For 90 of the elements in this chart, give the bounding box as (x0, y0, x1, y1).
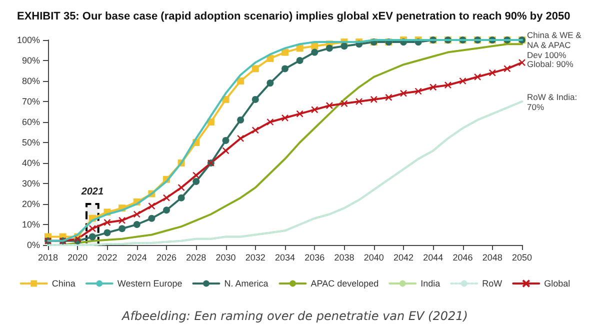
point (88, 233, 96, 240)
point (148, 202, 156, 210)
legend-label: China (52, 278, 76, 288)
point (400, 90, 408, 97)
point (340, 100, 348, 108)
x-tick-label: 2020 (68, 252, 88, 262)
point (163, 206, 170, 214)
legend-label: Western Europe (117, 278, 182, 288)
x-tick-label: 2034 (274, 252, 296, 262)
y-tick-label: 100% (16, 35, 40, 45)
x-tick-label: 2048 (482, 252, 502, 262)
band-label: 2021 (80, 186, 104, 198)
point (252, 96, 259, 103)
x-tick-label: 2024 (126, 252, 147, 262)
point (444, 82, 452, 89)
point (340, 42, 348, 50)
point (370, 96, 378, 104)
point (178, 194, 185, 202)
point (192, 172, 200, 179)
y-tick-label: 20% (22, 199, 40, 209)
legend-label: APAC developed (310, 278, 379, 288)
point (474, 73, 482, 80)
point (430, 84, 437, 91)
point (488, 69, 496, 76)
x-tick-label: 2026 (156, 252, 177, 262)
text: RoW & India: 70% (527, 92, 580, 112)
point (311, 106, 318, 114)
point (162, 194, 170, 202)
legend-label: India (420, 278, 440, 288)
point (266, 80, 274, 87)
y-tick-label: 90% (22, 56, 40, 66)
y-tick-label: 70% (22, 96, 40, 106)
legend-label: Global (544, 278, 570, 288)
x-tick-label: 2046 (452, 252, 473, 262)
point (252, 126, 259, 134)
text: Afbeelding: Een raming over de penetratie van EV (2021) (121, 309, 468, 323)
point (236, 134, 244, 142)
x-tick-label: 2030 (216, 252, 236, 262)
point (296, 57, 304, 64)
point (282, 48, 288, 56)
y-tick-label: 10% (22, 220, 40, 230)
text: Global: 90% (527, 59, 574, 69)
point (266, 118, 274, 126)
chart-title: EXHIBIT 35: Our base case (rapid adoption scenario) implies global xEV penetration to reach 90% by 2050 (17, 10, 570, 22)
point (148, 214, 156, 222)
y-tick-label: 30% (22, 178, 40, 188)
y-tick-label: 0% (26, 240, 40, 250)
point (326, 44, 333, 52)
y-tick-label: 80% (22, 76, 40, 86)
point (326, 102, 334, 110)
point (385, 94, 392, 101)
x-tick-label: 2042 (393, 252, 414, 262)
point (133, 210, 140, 218)
y-tick-label: 60% (22, 117, 40, 127)
x-tick-label: 2032 (245, 252, 266, 262)
point (296, 110, 304, 118)
x-tick-label: 2038 (334, 252, 354, 262)
point (118, 216, 126, 224)
y-tick-label: 40% (22, 158, 40, 168)
x-tick-label: 2040 (364, 252, 384, 262)
x-tick-label: 2036 (304, 252, 325, 262)
point (104, 229, 111, 236)
x-tick-label: 2018 (38, 252, 58, 262)
point (414, 88, 422, 95)
x-tick-label: 2028 (186, 252, 206, 262)
x-tick-label: 2050 (512, 252, 532, 262)
point (222, 136, 230, 144)
point (133, 221, 140, 228)
point (281, 114, 289, 122)
x-tick-label: 2022 (97, 252, 118, 262)
legend-label: N. America (224, 278, 268, 288)
legend-label: RoW (482, 278, 503, 288)
point (355, 98, 363, 106)
point (222, 147, 230, 154)
point (118, 225, 126, 232)
point (237, 116, 244, 124)
point (504, 65, 511, 72)
point (252, 65, 259, 72)
point (88, 225, 96, 232)
point (459, 77, 466, 85)
point (518, 58, 526, 66)
point (311, 48, 318, 56)
x-tick-label: 2044 (423, 252, 444, 262)
point (237, 78, 244, 84)
point (104, 218, 111, 226)
text: China & WE & NA & APAC Dev 100% (527, 30, 584, 60)
point (178, 184, 185, 192)
point (282, 65, 288, 72)
y-tick-label: 50% (22, 138, 40, 148)
point (192, 178, 200, 185)
